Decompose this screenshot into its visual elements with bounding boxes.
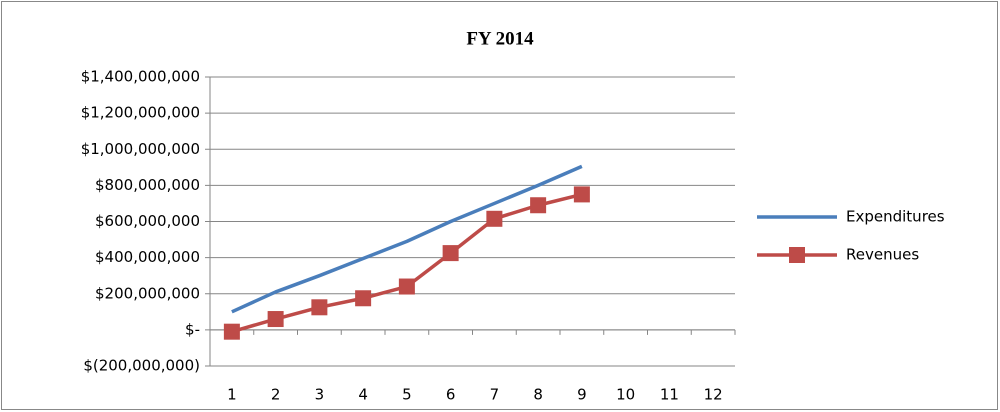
y-tick-label: $200,000,000 (95, 284, 200, 302)
y-tick-label: $800,000,000 (95, 176, 200, 194)
y-tick-label: $1,200,000,000 (81, 104, 200, 122)
data-marker (355, 290, 372, 307)
x-tick-label: 4 (358, 386, 368, 404)
y-tick-label: $1,400,000,000 (81, 68, 200, 86)
chart-title: FY 2014 (466, 28, 534, 49)
data-marker (267, 311, 284, 328)
x-tick-label: 10 (616, 386, 635, 404)
x-tick-label: 9 (577, 386, 587, 404)
data-marker (311, 299, 328, 316)
data-marker (442, 245, 459, 262)
x-tick-label: 11 (660, 386, 679, 404)
y-tick-label: $(200,000,000) (83, 357, 200, 375)
data-marker (530, 197, 547, 214)
x-tick-label: 7 (490, 386, 500, 404)
x-tick-label: 3 (315, 386, 325, 404)
legend-marker (789, 247, 805, 263)
x-tick-label: 1 (227, 386, 237, 404)
x-tick-label: 6 (446, 386, 456, 404)
legend-label: Revenues (846, 246, 919, 264)
x-tick-label: 12 (704, 386, 723, 404)
y-tick-label: $- (185, 320, 200, 338)
data-marker (486, 210, 503, 227)
x-tick-label: 2 (271, 386, 281, 404)
y-tick-label: $1,000,000,000 (81, 140, 200, 158)
y-tick-label: $600,000,000 (95, 212, 200, 230)
x-tick-label: 8 (533, 386, 543, 404)
data-marker (223, 323, 240, 340)
data-marker (398, 278, 415, 295)
y-tick-label: $400,000,000 (95, 248, 200, 266)
legend-label: Expenditures (846, 208, 945, 226)
x-tick-label: 5 (402, 386, 412, 404)
series-line (231, 164, 583, 314)
data-marker (573, 186, 590, 203)
